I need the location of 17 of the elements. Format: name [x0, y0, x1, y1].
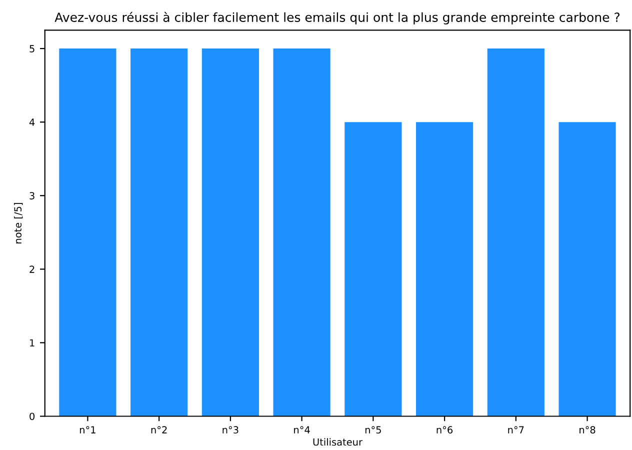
- y-tick-label: 2: [30, 266, 34, 273]
- x-tick-label: n°1: [80, 426, 96, 434]
- chart-title: Avez-vous réussi à cibler facilement les emails qui ont la plus grande empreinte carbone ?: [54, 12, 620, 24]
- y-tick-label: 4: [29, 118, 35, 126]
- y-tick-label: 5: [30, 45, 34, 52]
- x-tick-label: n°6: [436, 426, 453, 434]
- x-tick-label: n°4: [294, 426, 310, 434]
- x-axis-title: Utilisateur: [313, 438, 362, 446]
- x-tick-label: n°3: [222, 426, 238, 434]
- x-tick-label: n°7: [508, 426, 524, 434]
- y-tick-label: 3: [30, 192, 34, 200]
- x-tick-label: n°5: [365, 426, 381, 434]
- y-axis-title: note [/5]: [14, 203, 23, 244]
- x-tick-label: n°8: [580, 426, 596, 434]
- y-tick-label: 0: [30, 412, 35, 420]
- y-tick-label: 1: [30, 339, 34, 346]
- x-tick-label: n°2: [151, 426, 167, 434]
